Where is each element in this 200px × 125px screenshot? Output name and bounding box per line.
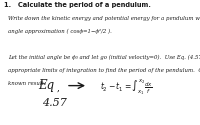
Text: Let the initial angle be ϕ₀ and let go (initial velocity=0).  Use Eq. (4.57) wit: Let the initial angle be ϕ₀ and let go (…	[8, 55, 200, 60]
Text: angle approximation ( cosϕ=1−ϕ²/2 ).: angle approximation ( cosϕ=1−ϕ²/2 ).	[8, 29, 112, 34]
Text: 1.   Calculate the period of a pendulum.: 1. Calculate the period of a pendulum.	[4, 2, 151, 8]
Text: ,: ,	[57, 84, 60, 93]
Text: Eq: Eq	[38, 79, 54, 92]
Text: appropriate limits of integration to find the period of the pendulum.  Compare i: appropriate limits of integration to fin…	[8, 68, 200, 73]
Text: known result.: known result.	[8, 81, 46, 86]
Text: $t_2 - t_1 = \int_{x_1}^{x_2} \frac{dx}{f}$: $t_2 - t_1 = \int_{x_1}^{x_2} \frac{dx}{…	[100, 78, 153, 97]
Text: Write down the kinetic energy and potential energy for a pendulum within the sma: Write down the kinetic energy and potent…	[8, 16, 200, 21]
Text: 4.57: 4.57	[42, 98, 67, 108]
